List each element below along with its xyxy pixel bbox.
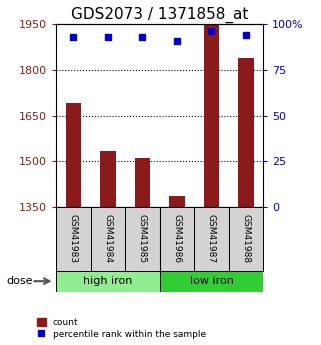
Bar: [160, 271, 263, 292]
Text: dose: dose: [6, 276, 33, 286]
Bar: [56, 271, 160, 292]
Bar: [56, 207, 91, 271]
Bar: [135, 158, 150, 207]
Bar: [125, 207, 160, 271]
Bar: [169, 196, 185, 207]
Title: GDS2073 / 1371858_at: GDS2073 / 1371858_at: [71, 7, 248, 23]
Bar: [91, 207, 125, 271]
Text: low iron: low iron: [189, 276, 233, 286]
Text: GSM41985: GSM41985: [138, 214, 147, 264]
Text: GSM41984: GSM41984: [103, 214, 112, 264]
Bar: [66, 104, 81, 207]
Bar: [194, 207, 229, 271]
Bar: [229, 207, 263, 271]
Bar: [160, 207, 194, 271]
Bar: [204, 24, 219, 207]
Text: GSM41983: GSM41983: [69, 214, 78, 264]
Text: GSM41987: GSM41987: [207, 214, 216, 264]
Legend: count, percentile rank within the sample: count, percentile rank within the sample: [37, 318, 206, 339]
Text: GSM41988: GSM41988: [241, 214, 250, 264]
Text: high iron: high iron: [83, 276, 133, 286]
Bar: [238, 58, 254, 207]
Bar: [100, 151, 116, 207]
Text: GSM41986: GSM41986: [172, 214, 181, 264]
